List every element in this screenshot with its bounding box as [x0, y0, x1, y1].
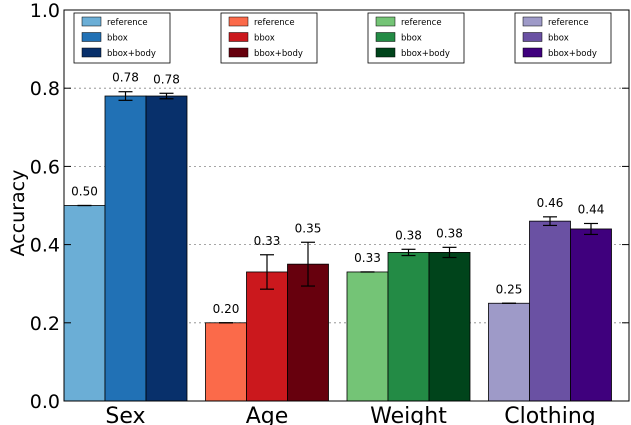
legend-entry: bbox+body: [548, 49, 597, 59]
data-label: 0.33: [354, 251, 381, 265]
bar: [529, 220, 571, 402]
bar: [205, 322, 247, 402]
legend-entry: bbox+body: [107, 49, 156, 59]
bar: [63, 205, 106, 402]
legend-entry: bbox+body: [401, 49, 450, 59]
legend-swatch: [522, 32, 543, 42]
y-tick-label: 0.8: [30, 78, 60, 100]
data-label: 0.25: [496, 282, 523, 296]
y-axis-label: Accuracy: [7, 170, 29, 257]
legend-swatch: [522, 47, 543, 58]
bar: [488, 302, 530, 402]
data-label: 0.33: [254, 234, 281, 248]
legend-entry: reference: [548, 18, 589, 28]
data-label: 0.38: [395, 228, 422, 242]
legend-swatch: [522, 16, 543, 27]
data-label: 0.46: [537, 196, 564, 210]
legend-entry: bbox: [107, 34, 128, 44]
bar: [570, 228, 612, 402]
y-tick-label: 0.0: [30, 391, 60, 413]
bar: [387, 252, 430, 402]
legend-swatch: [228, 47, 249, 58]
data-label: 0.35: [295, 221, 322, 235]
legend-swatch: [81, 32, 102, 42]
legend-swatch: [81, 16, 102, 27]
y-tick-label: 1.0: [30, 0, 60, 22]
x-category-label: Weight: [370, 404, 447, 425]
legend-swatch: [228, 32, 249, 42]
bar: [346, 271, 389, 402]
legend-swatch: [228, 16, 249, 27]
legend-entry: reference: [254, 18, 295, 28]
legend-entry: bbox: [548, 34, 569, 44]
data-label: 0.78: [153, 72, 180, 86]
x-category-label: Sex: [105, 404, 145, 425]
data-label: 0.38: [436, 226, 463, 240]
bar: [246, 271, 288, 402]
legend-swatch: [81, 47, 102, 58]
bar: [428, 252, 471, 402]
legend-entry: reference: [107, 18, 148, 28]
legend-entry: bbox: [401, 34, 422, 44]
bar: [145, 95, 188, 402]
x-category-label: Clothing: [504, 404, 596, 425]
x-category-label: Age: [246, 404, 289, 425]
bar: [104, 95, 147, 402]
data-label: 0.50: [71, 185, 98, 199]
data-label: 0.78: [112, 71, 139, 85]
y-tick-label: 0.6: [30, 156, 60, 178]
legend-swatch: [375, 47, 396, 58]
data-label: 0.44: [578, 202, 605, 216]
legend-entry: bbox: [254, 34, 275, 44]
y-tick-label: 0.2: [30, 313, 60, 335]
legend-swatch: [375, 16, 396, 27]
plot-frame: [63, 9, 630, 402]
y-tick-label: 0.4: [30, 235, 60, 257]
legend-entry: reference: [401, 18, 442, 28]
legend-entry: bbox+body: [254, 49, 303, 59]
legend-swatch: [375, 32, 396, 42]
data-label: 0.20: [213, 302, 240, 316]
